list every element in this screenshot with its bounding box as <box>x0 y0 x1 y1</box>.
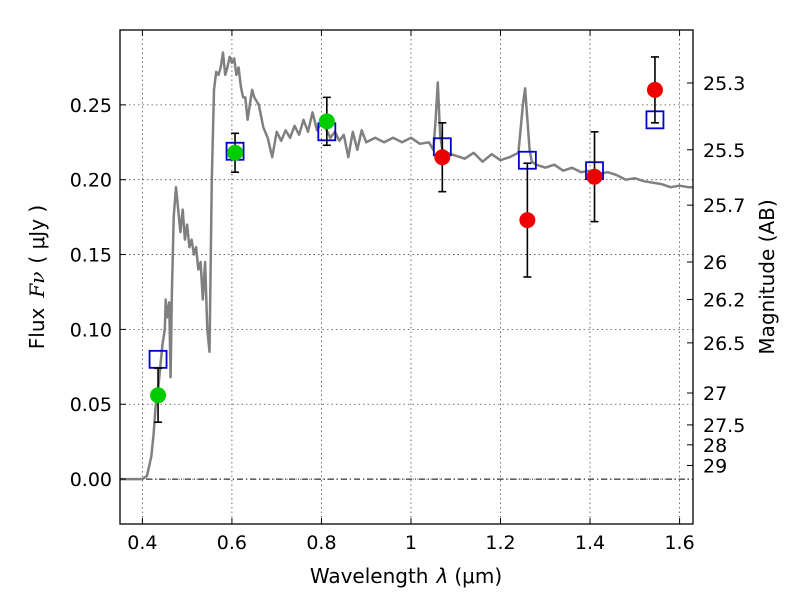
y2-tick-label: 25.7 <box>703 195 745 217</box>
y2-tick-label: 26 <box>703 252 727 274</box>
y2-tick-label: 26.5 <box>703 333 745 355</box>
x-tick-label: 1.6 <box>664 532 694 554</box>
y-tick-label: 0.05 <box>70 394 112 416</box>
x-tick-label: 0.4 <box>127 532 157 554</box>
x-tick-label: 1.2 <box>485 532 515 554</box>
y-axis-title: Flux Fν ( μJy ) <box>25 205 49 349</box>
y-axis-title-symbol: Fν <box>25 272 49 299</box>
y2-axis-title: Magnitude (AB) <box>755 199 779 354</box>
spectrum-line <box>120 51 693 481</box>
y-tick-label: 0.15 <box>70 245 112 267</box>
flux-measurement-point <box>586 168 603 185</box>
flux-measurement-point <box>150 387 167 404</box>
axis-ticks: 0.4 0.6 0.8 1 1.2 1.4 1.6 0.00 0.05 0.10 0.15 0.20 0… <box>70 30 745 554</box>
x-tick-label: 0.8 <box>306 532 336 554</box>
x-axis-title-symbol: λ <box>436 564 449 588</box>
flux-measurement-point <box>434 149 451 166</box>
y2-tick-label: 25.5 <box>703 140 745 162</box>
y2-tick-label: 29 <box>703 455 727 477</box>
y2-tick-label: 25.3 <box>703 73 745 95</box>
flux-measurement-point <box>318 113 335 130</box>
x-axis-title-text: Wavelength <box>310 564 429 588</box>
x-tick-label: 1.4 <box>575 532 605 554</box>
data-markers <box>148 56 665 424</box>
model-spectrum <box>120 51 693 481</box>
x-tick-label: 0.6 <box>217 532 247 554</box>
y-tick-label: 0.20 <box>70 170 112 192</box>
y-tick-label: 0.10 <box>70 319 112 341</box>
y-tick-label: 0.25 <box>70 95 112 117</box>
y2-tick-label: 27 <box>703 383 727 405</box>
flux-measurement-point <box>646 81 663 98</box>
x-axis-title-unit: (μm) <box>454 564 502 588</box>
y-axis-title-unit: ( μJy ) <box>25 205 49 264</box>
plot-frame <box>119 29 694 525</box>
y2-tick-label: 26.2 <box>703 289 745 311</box>
y-axis-title-text: Flux <box>25 307 49 349</box>
y2-tick-label: 27.5 <box>703 415 745 437</box>
y-tick-label: 0.00 <box>70 469 112 491</box>
flux-measurement-point <box>227 144 244 161</box>
x-tick-label: 1 <box>405 532 417 554</box>
y2-tick-label: 28 <box>703 435 727 457</box>
x-axis-title: Wavelength λ (μm) <box>310 564 502 588</box>
flux-measurement-point <box>519 212 536 229</box>
